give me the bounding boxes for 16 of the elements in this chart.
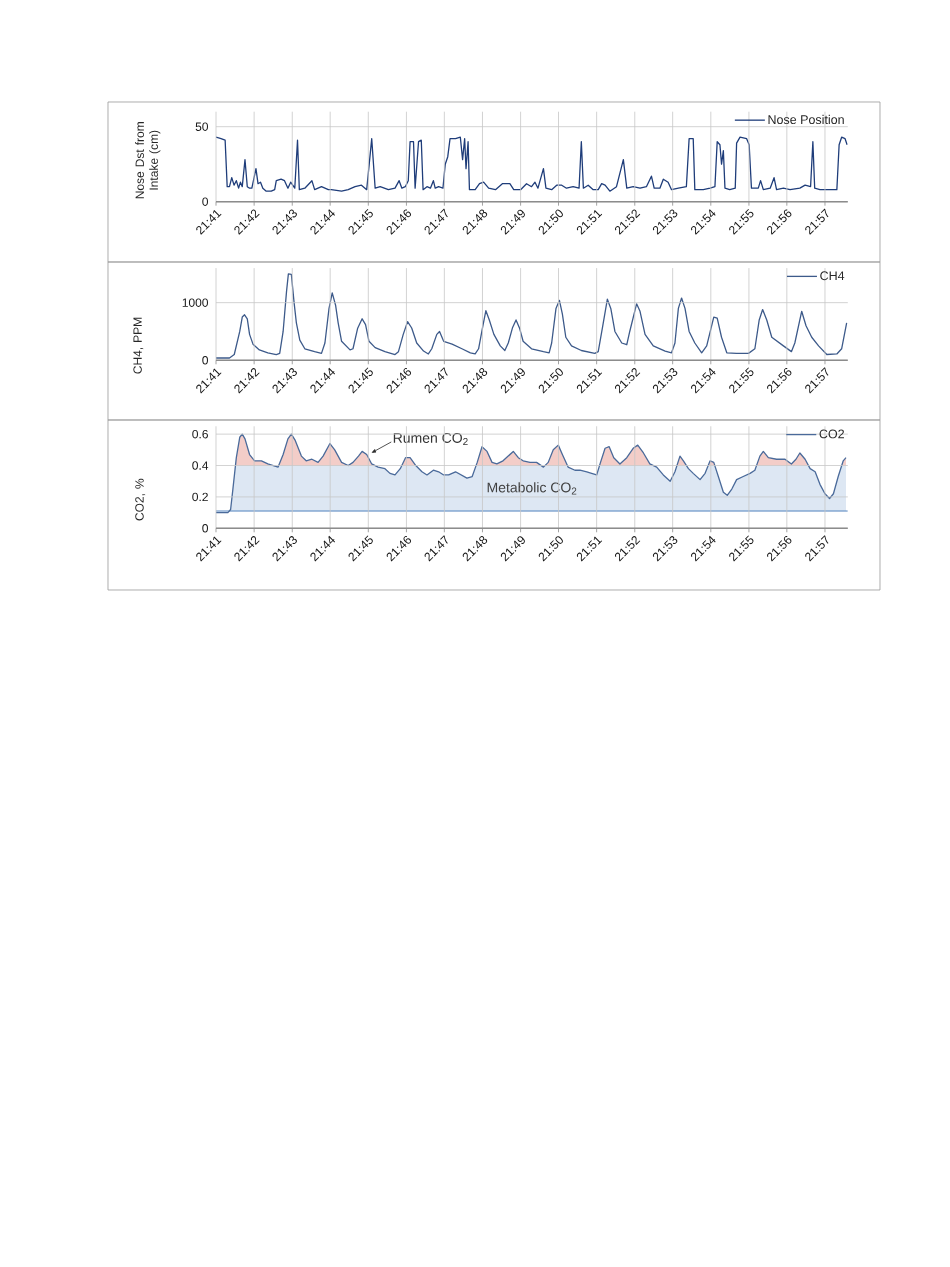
y-tick-label: 0 (202, 197, 209, 206)
y-tick-label: 0.6 (192, 429, 208, 439)
y-axis-title: Nose Dst from Intake (cm) (135, 122, 161, 199)
legend-label: CO2 (819, 429, 844, 439)
band-label: Metabolic CO$_{2}$ (487, 482, 577, 495)
y-tick-label: 0 (202, 524, 209, 533)
y-tick-label: 1000 (182, 298, 209, 307)
y-tick-label: 50 (195, 122, 209, 131)
y-axis-title: CH4, PPM (133, 317, 144, 374)
y-tick-label: 0 (202, 356, 209, 365)
legend-label: Nose Position (768, 114, 844, 125)
y-tick-label: 0.4 (192, 461, 209, 470)
annotation: Rumen CO$_{2}$ (393, 433, 468, 445)
y-axis-title: CO2, % (135, 478, 146, 521)
legend-label: CH4 (820, 271, 845, 281)
y-tick-label: 0.2 (192, 492, 208, 502)
